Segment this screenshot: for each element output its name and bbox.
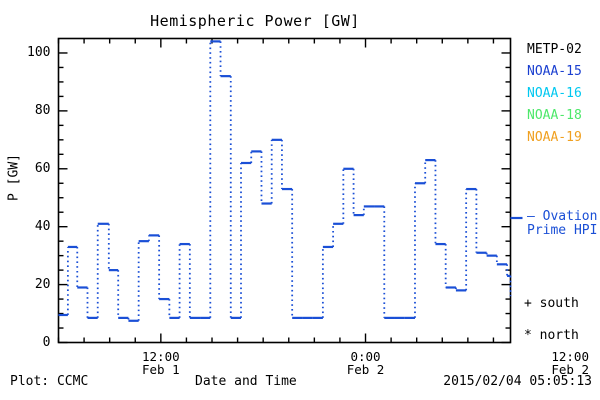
y-tick-label-80: 80 <box>34 102 51 118</box>
y-tick-label-60: 60 <box>34 160 51 176</box>
axes-frame <box>57 37 512 344</box>
legend-item-noaa-16: NOAA-16 <box>527 86 582 101</box>
y-tick-label-20: 20 <box>34 276 51 292</box>
legend-item-noaa-15: NOAA-15 <box>527 64 582 79</box>
ovation-prime-legend: — Ovation Prime HPI <box>527 210 597 238</box>
x-tick-date-2: Feb 2 <box>551 361 589 377</box>
x-tick-time-2: 12:00 <box>551 348 589 364</box>
legend-item-noaa-18: NOAA-18 <box>527 108 582 123</box>
x-tick-time-1: 0:00 <box>350 348 381 364</box>
y-axis-ticks <box>58 52 511 344</box>
x-axis-label: Date and Time <box>195 374 297 389</box>
ovation-legend-line1: — Ovation <box>527 209 598 224</box>
x-tick-time-0: 12:00 <box>142 348 180 364</box>
x-tick-date-1: Feb 2 <box>346 361 385 377</box>
symbol-legend-south: + south <box>524 296 579 311</box>
x-tick-label-0: 12:00 Feb 1 <box>121 350 201 376</box>
x-axis-ticks <box>57 38 495 343</box>
footer-timestamp: 2015/02/04 05:05:13 <box>443 374 592 389</box>
y-tick-label-100: 100 <box>27 44 51 60</box>
x-tick-label-2: 12:00 Feb 2 <box>530 350 600 376</box>
x-tick-date-0: Feb 1 <box>142 361 180 377</box>
legend-item-metp-02: METP-02 <box>527 42 582 57</box>
chart-title: Hemispheric Power [GW] <box>150 12 360 30</box>
legend-item-noaa-19: NOAA-19 <box>527 130 582 145</box>
y-tick-label-0: 0 <box>42 334 51 350</box>
ovation-legend-line2: Prime HPI <box>527 223 598 238</box>
data-series-ovation-prime-hpi <box>58 40 512 322</box>
x-tick-label-1: 0:00 Feb 2 <box>326 350 406 376</box>
footer-plot-source: Plot: CCMC <box>10 374 89 389</box>
symbol-legend-north: * north <box>524 328 579 343</box>
y-tick-label-40: 40 <box>34 218 51 234</box>
